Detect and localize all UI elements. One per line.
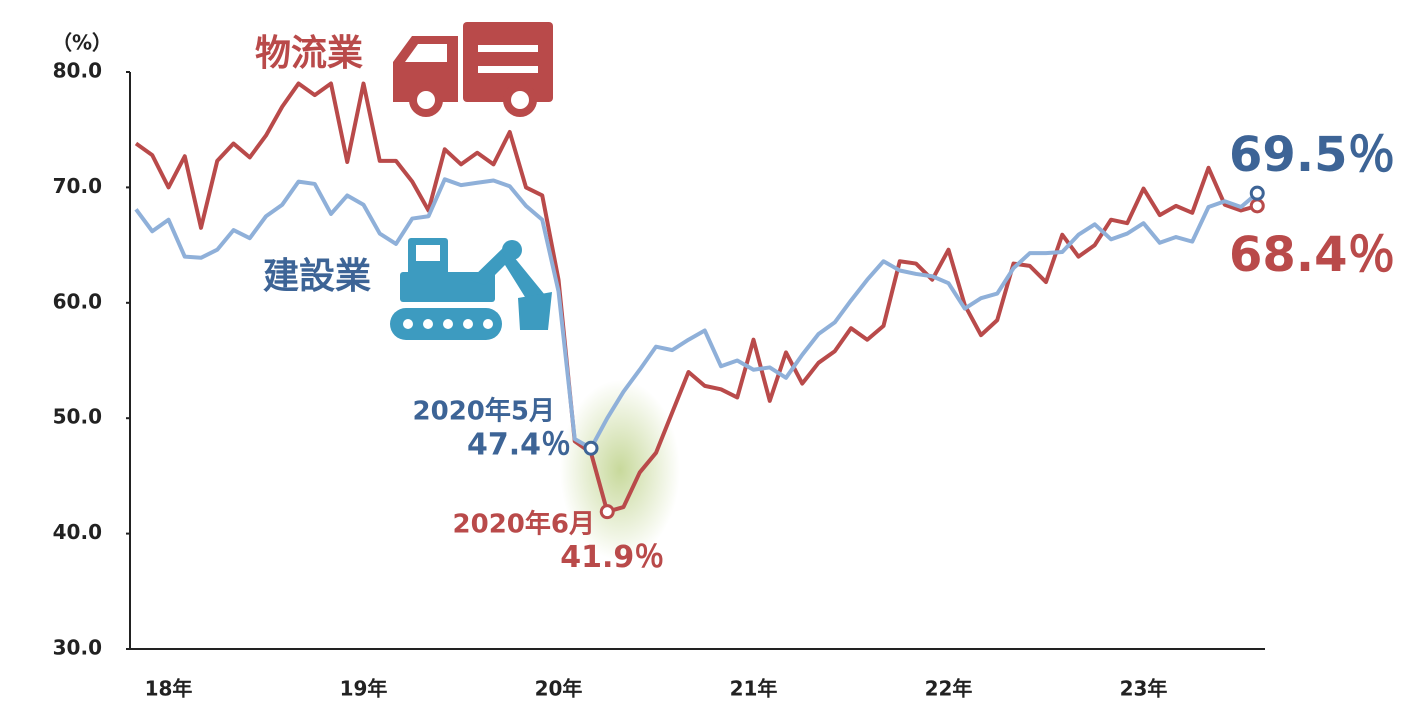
value-label: 47.4％ (467, 428, 571, 463)
annotation: 2020年5月 (413, 396, 555, 427)
y-tick-label: 30.0 (53, 636, 102, 660)
value-label: 41.9％ (560, 540, 664, 575)
point-marker (1249, 185, 1265, 201)
y-axis-label: （%） (52, 31, 112, 55)
y-tick-label: 50.0 (53, 405, 102, 429)
x-tick-label: 18年 (145, 677, 193, 701)
value-label: 68.4％ (1229, 227, 1395, 283)
x-tick-label: 22年 (925, 677, 973, 701)
x-tick-label: 20年 (535, 677, 583, 701)
series-line (134, 177, 1259, 451)
point-marker (1249, 198, 1265, 214)
point-marker (583, 440, 599, 456)
excavator-icon (390, 238, 552, 340)
x-tick-label: 19年 (340, 677, 388, 701)
value-label: 69.5％ (1229, 127, 1395, 183)
x-tick-label: 23年 (1120, 677, 1168, 701)
x-tick-label: 21年 (730, 677, 778, 701)
series-line (134, 81, 1258, 514)
y-tick-label: 80.0 (53, 59, 102, 83)
highlight (560, 380, 680, 560)
legend-label: 建設業 (263, 256, 371, 297)
legend-label: 物流業 (255, 33, 363, 74)
point-marker (599, 504, 615, 520)
truck-icon (393, 22, 553, 117)
y-tick-label: 70.0 (53, 174, 102, 198)
y-tick-label: 60.0 (53, 289, 102, 313)
annotation: 2020年6月 (453, 509, 595, 540)
y-tick-label: 40.0 (53, 520, 102, 544)
